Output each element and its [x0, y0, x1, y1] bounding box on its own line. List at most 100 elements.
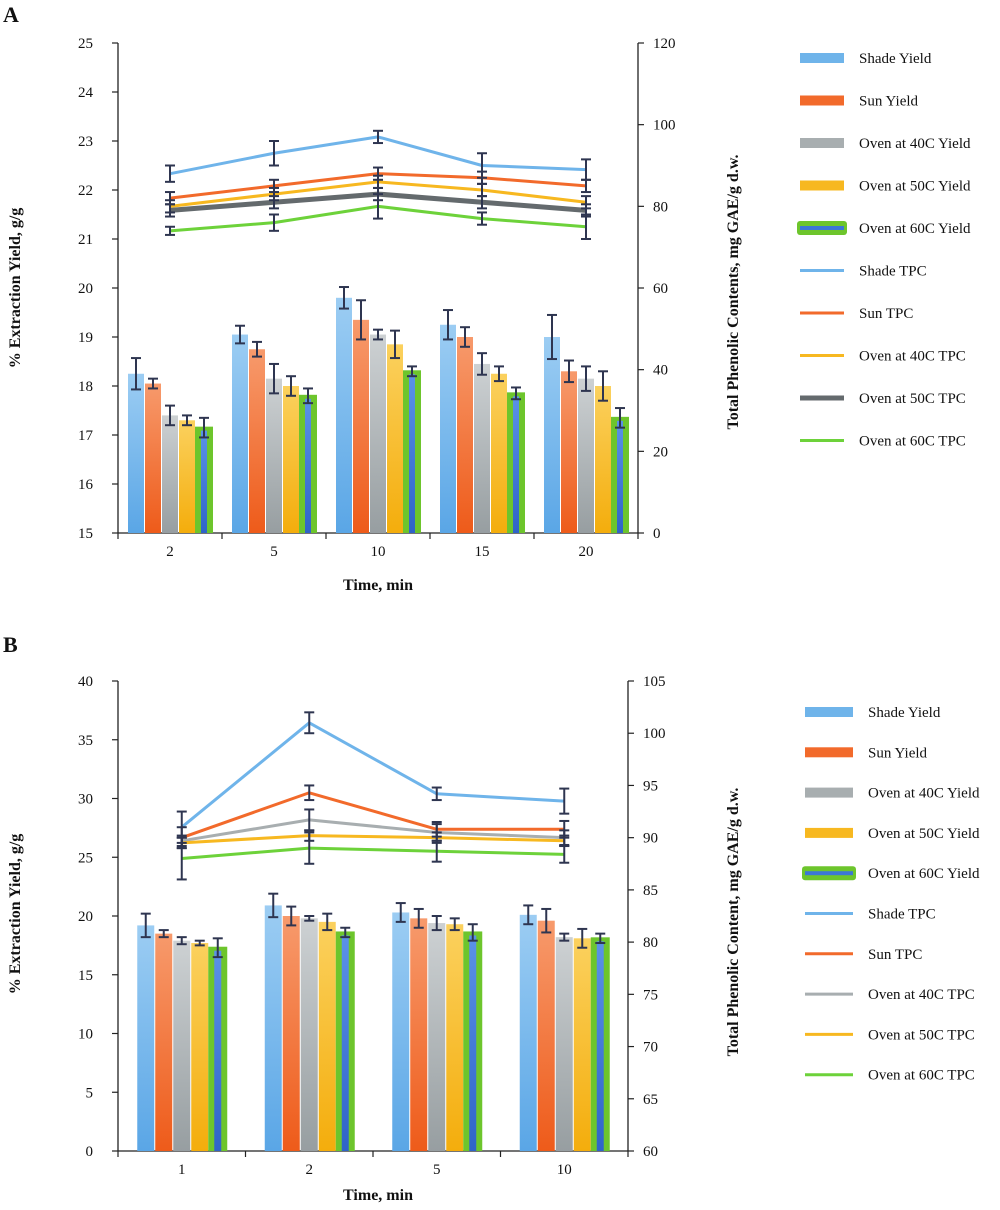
bar-oven-at-40c-yield	[370, 334, 386, 533]
bar-error-bar	[339, 286, 349, 310]
y-tick-label: 35	[78, 733, 93, 749]
line-error-bar	[559, 845, 570, 864]
y-tick-label: 17	[78, 428, 94, 444]
line-error-bar	[304, 831, 315, 865]
legend-key-bar	[800, 95, 844, 106]
bar-sun-yield	[282, 916, 300, 1151]
y2-tick-label: 100	[653, 118, 676, 134]
legend-key-bar	[800, 138, 844, 148]
legend-item-shade-tpc: Shade TPC	[805, 907, 936, 923]
y-tick-label: 19	[78, 330, 93, 346]
bar-oven-at-40c-yield	[266, 378, 282, 533]
bar-oven-at-50c-yield	[179, 420, 195, 533]
legend-label: Oven at 40C Yield	[859, 136, 971, 152]
y-tick-label: 15	[78, 968, 93, 984]
legend-label: Oven at 50C TPC	[859, 391, 966, 407]
panel-a-ylabel: % Extraction Yield, g/g	[7, 208, 24, 369]
bar-error-bar	[431, 915, 442, 932]
bar-error-bar	[449, 917, 460, 932]
legend-label: Sun TPC	[868, 947, 922, 963]
legend-label: Oven at 40C Yield	[868, 786, 980, 802]
legend-label: Shade Yield	[859, 51, 932, 67]
bar-oven-at-40c-yield	[578, 378, 594, 533]
x-tick-label: 10	[371, 544, 386, 560]
bar-error-bar	[131, 357, 141, 391]
legend-key-bar	[800, 53, 844, 63]
bar-error-bar	[547, 313, 557, 361]
bar-error-bar	[140, 912, 151, 939]
bar-shade-yield	[440, 324, 456, 533]
bar-error-bar	[356, 299, 366, 341]
bar-error-bar	[303, 387, 313, 405]
legend-label: Oven at 60C TPC	[859, 434, 966, 450]
legend-label: Oven at 40C TPC	[859, 349, 966, 365]
y2-tick-label: 95	[643, 778, 658, 794]
bar-error-bar	[286, 905, 297, 927]
line-error-bar	[269, 213, 279, 232]
bar-error-bar	[176, 936, 187, 946]
bar-error-bar	[252, 340, 262, 358]
bar-sun-yield	[145, 383, 161, 533]
legend-key-bar	[805, 787, 853, 798]
legend-label: Oven at 50C TPC	[868, 1027, 975, 1043]
bar-oven-at-50c-yield	[283, 386, 299, 533]
line-error-bar	[373, 193, 383, 220]
line-error-bar	[581, 178, 591, 194]
bar-oven-at-50c-yield	[387, 344, 403, 533]
x-tick-label: 5	[433, 1162, 441, 1178]
y-tick-label: 22	[78, 183, 93, 199]
legend-label: Sun Yield	[868, 745, 928, 761]
legend-label: Shade TPC	[868, 907, 936, 923]
y2-tick-label: 80	[643, 935, 658, 951]
bar-oven-at-60c-yield	[305, 398, 311, 533]
bar-oven-at-60c-yield	[596, 941, 604, 1151]
legend-item-oven-at-50c-yield: Oven at 50C Yield	[800, 179, 971, 195]
y2-tick-label: 90	[643, 831, 658, 847]
legend-label: Oven at 60C Yield	[868, 866, 980, 882]
bar-sun-yield	[155, 933, 173, 1151]
y-tick-label: 20	[78, 281, 93, 297]
bar-shade-yield	[232, 334, 248, 533]
bar-oven-at-60c-yield	[214, 950, 222, 1151]
y2-tick-label: 80	[653, 199, 668, 215]
legend-label: Sun Yield	[859, 94, 919, 110]
bar-oven-at-50c-yield	[191, 943, 209, 1151]
bar-oven-at-40c-yield	[474, 363, 490, 533]
panel-b-legend: Shade Yield Sun Yield Oven at 40C Yield Ove…	[802, 705, 980, 1084]
bar-shade-yield	[264, 905, 282, 1151]
bar-shade-yield	[392, 912, 410, 1151]
x-tick-label: 5	[270, 544, 278, 560]
bar-sun-yield	[457, 337, 473, 533]
x-tick-label: 1	[178, 1162, 186, 1178]
panel-a: A 15161718192021222324250204060801001202…	[3, 2, 971, 594]
y-tick-label: 20	[78, 909, 93, 925]
panel-a-legend: Shade Yield Sun Yield Oven at 40C Yield Ove…	[797, 51, 971, 450]
legend-key-bar	[805, 707, 853, 717]
line-error-bar	[304, 711, 315, 735]
bar-error-bar	[564, 359, 574, 384]
bar-shade-yield	[137, 925, 155, 1151]
bar-error-bar	[340, 926, 351, 939]
bar-oven-at-60c-yield	[409, 374, 415, 533]
legend-key-bar-inner	[800, 226, 844, 230]
legend-label: Shade Yield	[868, 705, 941, 721]
legend-item-oven-at-40c-tpc: Oven at 40C TPC	[800, 349, 966, 365]
bar-oven-at-50c-yield	[595, 386, 611, 533]
line-error-bar	[581, 213, 591, 240]
line-error-bar	[477, 195, 487, 210]
bar-error-bar	[158, 929, 169, 939]
bar-error-bar	[598, 370, 608, 402]
line-oven-at-60c-tpc	[181, 846, 565, 861]
panel-b-y2label: Total Phenolic Content, mg GAE/g d.w.	[725, 788, 742, 1057]
bar-error-bar	[304, 915, 315, 922]
bar-error-bar	[235, 324, 245, 345]
y2-tick-label: 0	[653, 526, 661, 542]
legend-label: Sun TPC	[859, 306, 913, 322]
legend-label: Oven at 50C Yield	[859, 179, 971, 195]
bar-error-bar	[194, 939, 205, 947]
line-error-bar	[269, 140, 279, 167]
legend-item-oven-at-60c-yield: Oven at 60C Yield	[802, 866, 980, 882]
y-tick-label: 16	[78, 477, 94, 493]
